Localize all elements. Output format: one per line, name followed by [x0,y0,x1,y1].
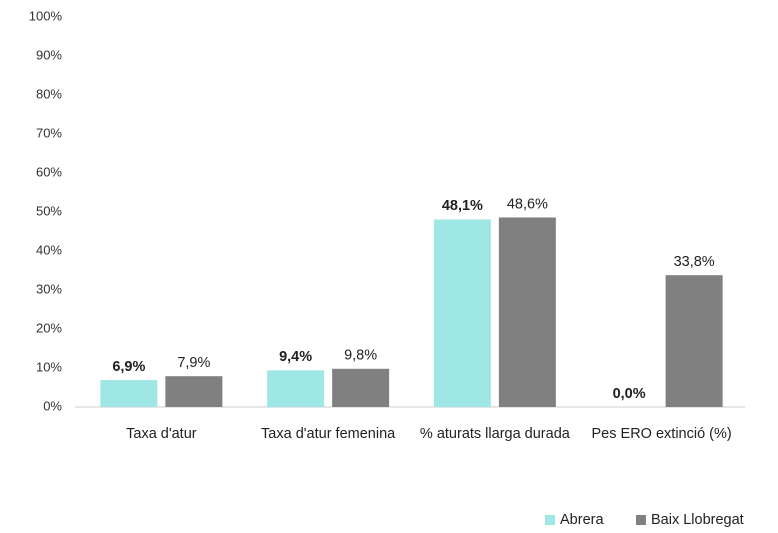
data-label: 7,9% [177,355,210,371]
y-tick-label: 50% [36,203,62,218]
legend-label: Abrera [560,512,604,528]
bar [498,217,556,407]
x-tick-label: Taxa d'atur [126,426,197,442]
x-tick-label: % aturats llarga durada [419,426,570,442]
bar [332,368,390,407]
data-label: 9,4% [279,349,312,365]
bar [100,380,158,407]
data-label: 6,9% [112,359,145,375]
y-tick-label: 20% [36,320,62,335]
y-tick-label: 60% [36,164,62,179]
x-tick-label: Taxa d'atur femenina [261,426,396,442]
data-label: 48,6% [507,196,548,212]
y-tick-label: 70% [36,125,62,140]
legend-item: Baix Llobregat [636,512,744,528]
y-tick-label: 100% [29,8,63,23]
x-tick-label: Pes ERO extinció (%) [591,426,732,442]
legend-item: Abrera [545,512,604,528]
y-tick-label: 90% [36,47,62,62]
legend-swatch [545,515,555,525]
bar [665,275,723,407]
y-tick-label: 30% [36,281,62,296]
data-label: 33,8% [674,254,715,270]
y-tick-label: 40% [36,242,62,257]
data-label: 48,1% [442,198,483,214]
legend-label: Baix Llobregat [651,512,744,528]
data-label: 9,8% [344,348,377,364]
y-tick-label: 80% [36,86,62,101]
bar [433,219,491,407]
y-tick-label: 0% [43,398,62,413]
y-tick-label: 10% [36,359,62,374]
bar [267,370,325,407]
legend-swatch [636,515,646,525]
data-label: 0,0% [613,386,646,402]
bar [165,376,223,407]
